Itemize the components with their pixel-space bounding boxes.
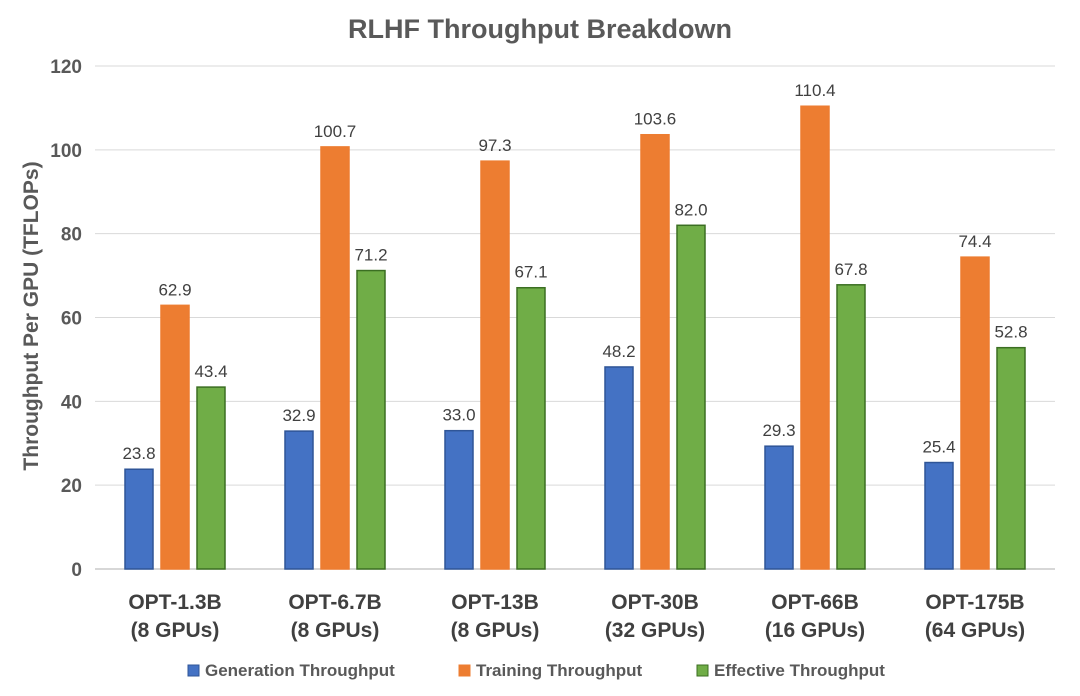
x-tick-label: OPT-175B <box>925 591 1024 614</box>
bar-effective-throughput <box>836 284 866 570</box>
y-tick-label: 80 <box>61 225 82 246</box>
data-label: 23.8 <box>122 444 155 463</box>
data-label: 67.8 <box>834 260 867 279</box>
x-tick-label: (8 GPUs) <box>131 619 220 642</box>
x-tick-label: (16 GPUs) <box>765 619 865 642</box>
bar-effective-throughput <box>516 286 546 570</box>
y-axis-ticks: 0 20 40 60 80 100 120 <box>50 57 82 581</box>
legend-swatch <box>458 664 471 677</box>
data-label: 74.4 <box>958 232 991 251</box>
data-label: 32.9 <box>282 406 315 425</box>
bar-training-throughput <box>160 304 190 570</box>
x-tick-label: OPT-1.3B <box>128 591 221 614</box>
bar-effective-throughput <box>996 346 1026 570</box>
data-label: 82.0 <box>674 200 707 219</box>
y-tick-label: 120 <box>50 57 82 78</box>
x-tick-label: (8 GPUs) <box>291 619 380 642</box>
chart-title: RLHF Throughput Breakdown <box>348 14 732 44</box>
data-label: 103.6 <box>634 110 677 129</box>
y-tick-label: 40 <box>61 392 82 413</box>
bar-training-throughput <box>640 133 670 570</box>
bar-generation-throughput <box>764 445 794 570</box>
legend-swatch <box>187 664 200 677</box>
y-tick-label: 100 <box>50 141 82 162</box>
data-label: 67.1 <box>514 263 547 282</box>
x-tick-label: (8 GPUs) <box>451 619 540 642</box>
x-axis-ticks: OPT-1.3B (8 GPUs) OPT-6.7B (8 GPUs) OPT-13B (… <box>128 591 1025 642</box>
y-axis-label: Throughput Per GPU (TFLOPs) <box>20 161 43 470</box>
legend-label: Effective Throughput <box>714 661 885 680</box>
x-tick-label: OPT-66B <box>771 591 859 614</box>
data-label: 71.2 <box>354 246 387 265</box>
x-tick-label: OPT-6.7B <box>288 591 381 614</box>
y-tick-label: 20 <box>61 476 82 497</box>
data-label: 48.2 <box>602 342 635 361</box>
bar-generation-throughput <box>604 366 634 570</box>
bars <box>124 105 1026 570</box>
y-tick-label: 60 <box>61 309 82 330</box>
bar-generation-throughput <box>444 429 474 570</box>
bar-generation-throughput <box>924 461 954 570</box>
data-label: 43.4 <box>194 362 227 381</box>
bar-training-throughput <box>480 160 510 570</box>
data-label: 97.3 <box>478 136 511 155</box>
x-tick-label: (32 GPUs) <box>605 619 705 642</box>
y-tick-label: 0 <box>71 560 82 581</box>
bar-training-throughput <box>800 105 830 570</box>
bar-generation-throughput <box>284 430 314 570</box>
legend-label: Generation Throughput <box>205 661 395 680</box>
data-label: 52.8 <box>994 323 1027 342</box>
data-labels: 23.8 62.9 43.4 32.9 100.7 71.2 33.0 97.3 67.1 48.… <box>122 81 1027 463</box>
x-tick-label: (64 GPUs) <box>925 619 1025 642</box>
data-label: 29.3 <box>762 421 795 440</box>
bar-effective-throughput <box>676 224 706 570</box>
bar-effective-throughput <box>356 269 386 570</box>
data-label: 25.4 <box>922 438 955 457</box>
data-label: 62.9 <box>158 280 191 299</box>
legend: Generation Throughput Training Throughput… <box>187 661 885 680</box>
data-label: 100.7 <box>314 122 357 141</box>
bar-training-throughput <box>320 146 350 570</box>
legend-swatch <box>696 664 709 677</box>
data-label: 110.4 <box>794 81 835 100</box>
bar-generation-throughput <box>124 468 154 570</box>
data-label: 33.0 <box>442 406 475 425</box>
x-tick-label: OPT-30B <box>611 591 699 614</box>
bar-training-throughput <box>960 256 990 570</box>
x-tick-label: OPT-13B <box>451 591 539 614</box>
bar-effective-throughput <box>196 386 226 570</box>
gridlines <box>95 65 1055 570</box>
legend-label: Training Throughput <box>476 661 643 680</box>
